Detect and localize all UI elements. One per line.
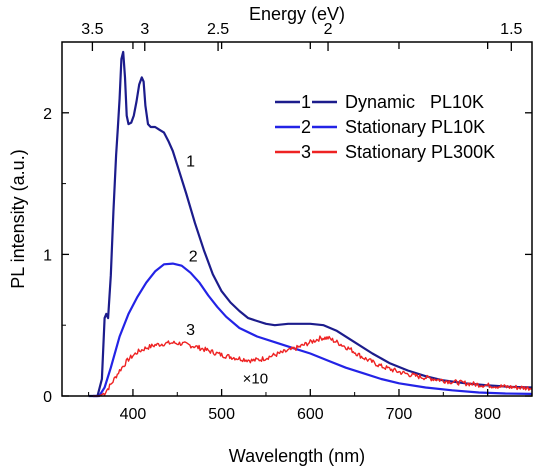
curves-layer (88, 50, 533, 398)
x-tick-label-1: 500 (208, 406, 235, 423)
top-tick-label-1: 3 (140, 21, 149, 38)
legend-label-1: Dynamic PL10K (345, 92, 484, 112)
plot-frame (61, 41, 533, 397)
x-tick-label-0: 400 (120, 406, 147, 423)
labels-layer: 1 2 3 ×10 (186, 154, 268, 388)
y-tick-label-1: 1 (43, 247, 52, 264)
legend-marker-2: 2 (301, 117, 311, 137)
legend-marker-bg (299, 94, 313, 110)
y-tick-label-0: 0 (43, 389, 52, 406)
legend-marker-bg (299, 144, 313, 160)
y-tick-label-2: 2 (43, 106, 52, 123)
top-tick-label-2: 2.5 (207, 21, 229, 38)
top-axis-title: Energy (eV) (249, 4, 345, 24)
axes-layer: 400 500 600 700 800 0 1 2 3.5 3 2.5 2 1.5 (43, 21, 533, 423)
x-tick-label-3: 700 (386, 406, 413, 423)
legend-marker-bg (299, 119, 313, 135)
top-tick-label-0: 3.5 (81, 21, 103, 38)
curve-label-3: 3 (186, 322, 195, 339)
y-axis-title: PL intensity (a.u.) (8, 149, 28, 288)
series-line-2 (93, 262, 533, 398)
x-tick-label-2: 600 (297, 406, 324, 423)
legend-label-2: Stationary PL10K (345, 117, 485, 137)
curve-label-1: 1 (186, 154, 195, 171)
legend-label-3: Stationary PL300K (345, 142, 495, 162)
x-tick-label-4: 800 (474, 406, 501, 423)
top-tick-label-4: 1.5 (500, 21, 522, 38)
x-axis-title: Wavelength (nm) (229, 446, 365, 466)
series-line-3 (93, 335, 533, 397)
legend: 1 Dynamic PL10K 2 Stationary PL10K 3 Stationa… (275, 92, 495, 162)
series-line-1 (88, 50, 533, 398)
legend-marker-3: 3 (301, 142, 311, 162)
curve-label-2: 2 (189, 248, 198, 265)
legend-marker-1: 1 (301, 92, 311, 112)
annotation-1: ×10 (243, 370, 268, 387)
top-tick-label-3: 2 (324, 21, 333, 38)
